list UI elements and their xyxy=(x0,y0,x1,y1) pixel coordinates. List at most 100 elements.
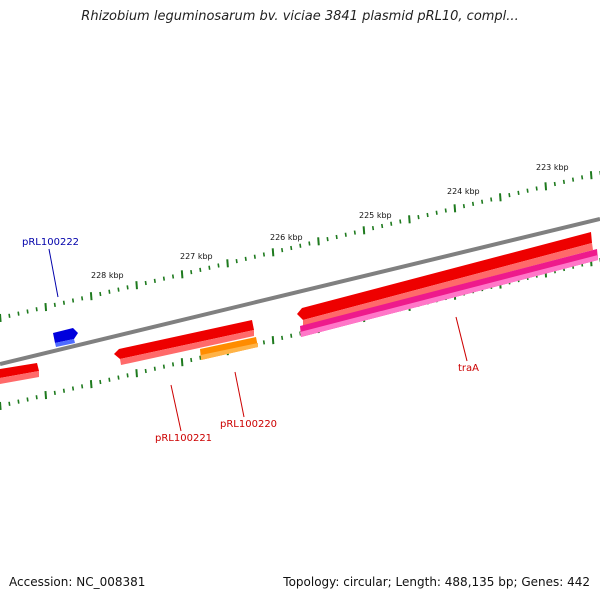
minor-tick xyxy=(353,230,356,235)
minor-tick xyxy=(235,258,238,264)
minor-tick xyxy=(8,401,11,406)
major-tick xyxy=(0,313,2,323)
minor-tick xyxy=(462,204,466,209)
major-tick xyxy=(135,369,138,378)
minor-tick xyxy=(417,215,420,220)
minor-tick xyxy=(571,177,575,182)
minor-tick xyxy=(126,285,129,290)
ruler-label-223: 223 kbp xyxy=(536,163,569,172)
minor-tick xyxy=(308,241,311,246)
major-tick xyxy=(271,336,275,345)
minor-tick xyxy=(562,179,566,184)
gene-left-edge[interactable] xyxy=(0,363,39,384)
minor-tick xyxy=(208,265,211,270)
minor-tick xyxy=(26,309,29,314)
ruler-label-225: 225 kbp xyxy=(359,211,392,220)
minor-tick xyxy=(199,355,202,360)
gene-orange-pRL100220[interactable] xyxy=(200,337,258,360)
ruler-label-226: 226 kbp xyxy=(270,233,303,242)
minor-tick xyxy=(435,210,438,215)
major-tick xyxy=(89,292,93,301)
gene-label-traA[interactable]: traA xyxy=(458,363,479,374)
minor-tick xyxy=(371,226,375,231)
leader-line-pRL100222 xyxy=(48,248,59,298)
gene-red-long[interactable] xyxy=(297,232,593,326)
minor-tick xyxy=(581,175,584,180)
minor-tick xyxy=(344,232,347,237)
plasmid-backbone xyxy=(0,217,600,366)
gene-red-pRL100221[interactable] xyxy=(114,320,254,365)
ruler-label-227: 227 kbp xyxy=(180,252,213,261)
minor-tick xyxy=(17,399,20,404)
minor-tick xyxy=(190,269,193,275)
minor-tick xyxy=(217,263,220,268)
minor-tick xyxy=(426,212,429,218)
gene-label-pRL100220[interactable]: pRL100220 xyxy=(220,419,277,430)
minor-tick xyxy=(99,379,102,385)
minor-tick xyxy=(290,333,293,338)
minor-tick xyxy=(71,298,75,303)
minor-tick xyxy=(108,289,111,294)
minor-tick xyxy=(99,291,102,297)
major-tick xyxy=(89,380,93,389)
minor-tick xyxy=(17,311,20,316)
minor-tick xyxy=(508,192,511,198)
minor-tick xyxy=(299,243,302,248)
gene-label-pRL100221[interactable]: pRL100221 xyxy=(155,433,212,444)
minor-tick xyxy=(281,248,284,253)
major-tick xyxy=(589,171,593,180)
minor-tick xyxy=(171,274,175,279)
minor-tick xyxy=(553,181,556,187)
minor-tick xyxy=(144,280,147,286)
major-tick xyxy=(135,281,138,290)
major-tick xyxy=(317,237,320,246)
minor-tick xyxy=(162,364,166,369)
leader-line-traA xyxy=(455,316,468,362)
major-tick xyxy=(544,182,548,191)
minor-tick xyxy=(199,267,202,273)
minor-tick xyxy=(62,388,66,393)
minor-tick xyxy=(526,188,529,193)
outer-tick-ring xyxy=(0,171,600,323)
gene-blue-pRL100222[interactable] xyxy=(53,328,78,347)
major-tick xyxy=(362,226,366,235)
minor-tick xyxy=(81,384,84,389)
minor-tick xyxy=(117,375,120,380)
ruler-label-224: 224 kbp xyxy=(447,187,480,196)
minor-tick xyxy=(26,397,29,402)
minor-tick xyxy=(190,357,193,363)
gene-pink-traA[interactable] xyxy=(300,249,598,337)
minor-tick xyxy=(62,300,66,305)
minor-tick xyxy=(535,186,538,191)
minor-tick xyxy=(326,237,329,242)
minor-tick xyxy=(517,190,520,196)
minor-tick xyxy=(81,296,84,301)
major-tick xyxy=(499,193,502,202)
minor-tick xyxy=(117,287,120,292)
minor-tick xyxy=(390,221,393,226)
major-tick xyxy=(0,401,2,411)
minor-tick xyxy=(53,390,56,396)
major-tick xyxy=(453,204,457,213)
major-tick xyxy=(44,303,48,312)
minor-tick xyxy=(444,208,447,213)
minor-tick xyxy=(171,362,175,367)
minor-tick xyxy=(153,366,156,371)
minor-tick xyxy=(108,377,111,382)
minor-tick xyxy=(399,219,402,224)
ruler-label-228: 228 kbp xyxy=(91,271,124,280)
leader-line-pRL100221 xyxy=(170,384,182,432)
minor-tick xyxy=(262,252,266,257)
gene-label-pRL100222[interactable]: pRL100222 xyxy=(22,237,79,248)
minor-tick xyxy=(162,276,166,281)
minor-tick xyxy=(144,368,147,374)
minor-tick xyxy=(71,386,75,391)
accession-text: Accession: NC_008381 xyxy=(9,575,146,589)
minor-tick xyxy=(153,278,156,283)
minor-tick xyxy=(35,307,38,312)
minor-tick xyxy=(471,201,475,207)
major-tick xyxy=(180,270,184,279)
minor-tick xyxy=(8,313,11,318)
minor-tick xyxy=(253,254,256,259)
